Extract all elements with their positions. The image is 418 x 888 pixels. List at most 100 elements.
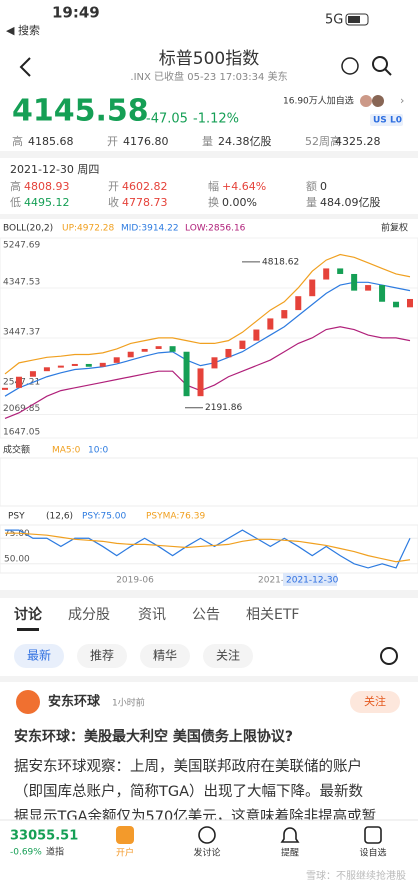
stat-label: 开 [107,135,118,148]
candle [43,367,50,372]
candle [393,301,400,308]
day-label: 开 [108,180,119,193]
legend: UP:4972.28 [62,224,115,234]
followers: 16.90万人加自选 [283,95,354,107]
legend: MID:3914.22 [121,224,179,234]
adjust[interactable]: 前复权 [381,222,408,234]
psy-line [5,529,411,569]
refresh-icon[interactable] [380,647,398,665]
search-icon[interactable] [372,56,388,72]
post-line: （即国库总账户，简称TGA）出现了大幅下降。最新数 [14,783,364,800]
action[interactable]: 开户 [116,847,134,859]
alert-icon[interactable] [341,57,359,75]
battery-level [348,16,360,23]
candle [169,346,176,352]
avatar [360,95,372,107]
price: 4145.58 [12,94,149,129]
watch-icon[interactable] [364,826,382,844]
alert-icon[interactable] [280,827,300,843]
tab[interactable]: 讨论 [14,606,43,623]
time: 19:49 [52,4,100,22]
candle [183,351,190,397]
search-icon-handle [384,68,392,76]
title: 标普500指数 [159,49,259,69]
chip: 推荐 [90,649,114,663]
action[interactable]: 设自选 [359,847,386,859]
y-tick-label: 1647.05 [3,428,40,438]
day-label: 幅 [208,180,219,193]
candle [99,362,106,367]
y-tick-label: 50.00 [4,554,30,564]
index-name: 道指 [46,846,64,858]
follow-button[interactable] [350,691,400,713]
open-icon[interactable] [116,826,134,844]
legend: LOW:2856.16 [185,224,246,234]
volume-frame [0,457,418,507]
stat-value: 4176.80 [123,135,169,148]
post-title[interactable]: 安东环球：美股最大利空 美国债务上限协议? [14,728,293,745]
stat-value: 4185.68 [28,135,74,148]
chip-bg[interactable] [203,644,253,668]
volume-legend: MA5:0 [52,446,81,456]
x-label: 2019-06 [116,576,154,586]
back-search[interactable]: ◀ 搜索 [6,23,40,37]
annotation: 4818.62 [262,257,299,267]
y-tick-label: 2069.85 [3,404,40,414]
tab[interactable]: 成分股 [68,607,110,623]
candle [127,351,134,358]
post-avatar [16,690,40,714]
candle [323,268,330,280]
y-tick-label: 75.00 [4,529,30,539]
index-value: 33055.51 [10,829,78,844]
avatar [372,95,384,107]
y-tick-label: 4347.53 [3,278,40,288]
day-value: 4778.73 [122,196,168,209]
candle [29,371,36,377]
action[interactable]: 发讨论 [193,847,220,859]
change-pct: -1.12% [193,112,239,127]
back-arrow[interactable] [19,57,31,77]
chip-bg[interactable] [14,644,64,668]
annotation: 2191.86 [205,403,242,413]
tab[interactable]: 公告 [192,607,220,623]
candle [239,340,246,349]
day-date: 2021-12-30 周四 [10,163,99,176]
post-author[interactable]: 安东环球 [48,694,101,710]
candle [197,368,204,397]
post-icon[interactable] [198,826,216,844]
chip: 关注 [216,648,240,663]
badge: L0 [390,116,402,126]
watermark: 雪球：不服继续抢港股 [306,869,406,882]
day-label: 收 [108,195,119,209]
day-label: 高 [10,179,21,193]
separator [0,151,418,158]
tab[interactable]: 相关ETF [246,607,299,623]
candle [351,273,358,291]
battery [345,13,369,26]
day-label: 换 [208,195,219,209]
separator [0,590,418,598]
action[interactable]: 提醒 [281,848,299,859]
candle [71,363,78,366]
x-highlight [283,573,337,586]
candle [267,318,274,330]
badge-bg [370,114,403,126]
stat-value: 4325.28 [335,135,381,148]
volume-legend: 10:0 [88,446,108,456]
y-tick-label: 3447.37 [3,328,40,338]
legend: BOLL(20,2) [3,224,53,234]
day-value: 4602.82 [122,180,168,193]
chip-bg[interactable] [140,644,190,668]
bottom-bar [0,820,418,888]
day-value: 4808.93 [24,180,70,193]
follow-text: 关注 [364,694,386,708]
chip-bg[interactable] [77,644,127,668]
tab[interactable]: 资讯 [138,607,166,623]
psy-legend: PSYMA:76.39 [146,512,205,522]
candle [309,279,316,297]
boll-line [4,253,411,375]
candle [379,285,386,302]
psy-frame [0,524,418,574]
more[interactable]: › [400,94,404,107]
candle [211,357,218,369]
